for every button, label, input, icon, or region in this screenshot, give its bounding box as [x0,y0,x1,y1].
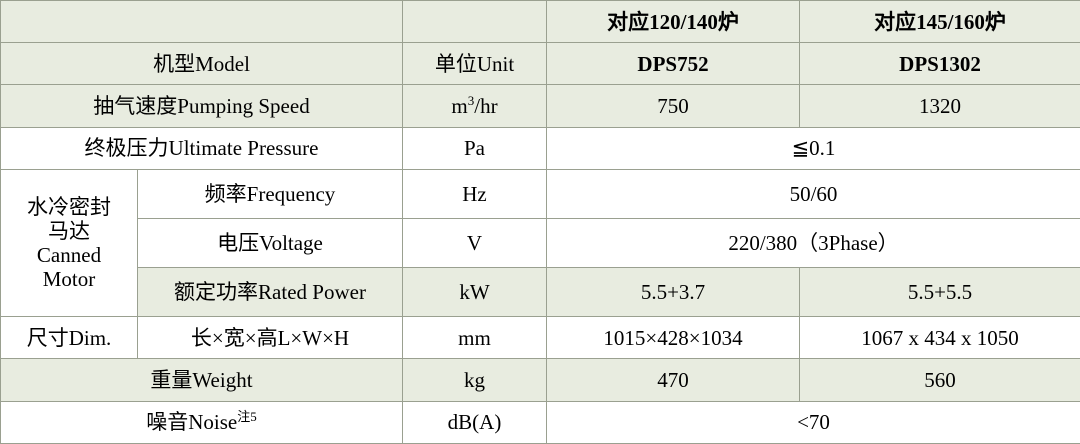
table-row: 终极压力Ultimate Pressure Pa ≦0.1 [0,126,1080,170]
value-frequency: 50/60 [546,168,1080,220]
row-group-label-canned-motor: 水冷密封 马达 Canned Motor [0,168,138,318]
row-label-weight: 重量Weight [0,358,403,402]
row-label-noise-footnote: 注5 [237,409,257,425]
table-row: 水冷密封 马达 Canned Motor 频率Frequency Hz 50/6… [0,168,1080,318]
header-blank-left [0,0,403,44]
table-row: 抽气速度Pumping Speed m3/hr 750 1320 [0,84,1080,128]
row-label-ultimate-pressure: 终极压力Ultimate Pressure [0,126,403,170]
table-row: 额定功率Rated Power kW 5.5+3.7 5.5+5.5 [1,267,1080,318]
unit-m3hr-base: m [451,94,468,119]
row-unit-frequency: Hz [402,168,547,220]
row-unit-ultimate-pressure: Pa [402,126,547,170]
table-row: 机型Model 单位Unit DPS752 DPS1302 [0,42,1080,86]
header-unit-blank [402,0,547,44]
value-noise: <70 [546,400,1080,444]
row-unit-noise: dB(A) [402,400,547,444]
table-row: 重量Weight kg 470 560 [0,358,1080,402]
value-dimension-1302: 1067 x 434 x 1050 [799,316,1080,360]
value-pumping-speed-750: 750 [546,84,800,128]
row-unit-voltage: V [402,217,547,269]
canned-motor-line-1: 水冷密封 [27,194,111,219]
row-label-noise: 噪音Noise注5 [0,400,403,444]
row-unit-pumping-speed: m3/hr [402,84,547,128]
table-row: 电压Voltage V 220/380（3Phase） [1,217,1080,269]
value-weight-470: 470 [546,358,800,402]
header-col-145-160: 对应145/160炉 [799,0,1080,44]
value-dimension-752: 1015×428×1034 [546,316,800,360]
value-rated-power-1302: 5.5+5.5 [799,267,1080,318]
canned-motor-line-2: 马达 [48,218,90,243]
value-weight-560: 560 [799,358,1080,402]
row-label-dimension-left: 尺寸Dim. [0,316,138,360]
row-unit-rated-power: kW [402,267,547,318]
value-rated-power-752: 5.5+3.7 [546,267,800,318]
row-unit-dimension: mm [402,316,547,360]
canned-motor-line-3: Canned [36,243,102,268]
value-model-dps752: DPS752 [546,42,800,86]
unit-m3hr-rest: /hr [474,94,498,119]
row-label-model: 机型Model [0,42,403,86]
row-label-pumping-speed: 抽气速度Pumping Speed [0,84,403,128]
table-header-row: 对应120/140炉 对应145/160炉 [0,0,1080,44]
value-model-dps1302: DPS1302 [799,42,1080,86]
row-unit-weight: kg [402,358,547,402]
row-label-voltage: 电压Voltage [137,217,403,269]
table-row: 尺寸Dim. 长×宽×高L×W×H mm 1015×428×1034 1067 … [0,316,1080,360]
value-voltage: 220/380（3Phase） [546,217,1080,269]
value-pumping-speed-1320: 1320 [799,84,1080,128]
row-label-rated-power: 额定功率Rated Power [137,267,403,318]
row-label-noise-base: 噪音Noise [146,410,238,435]
unit-m3hr-exponent: 3 [467,93,475,109]
row-label-frequency: 频率Frequency [137,168,403,220]
canned-motor-line-4: Motor [42,267,96,292]
row-unit-model: 单位Unit [402,42,547,86]
table-row: 噪音Noise注5 dB(A) <70 [0,400,1080,444]
value-ultimate-pressure: ≦0.1 [546,126,1080,170]
row-label-dimension-lwh: 长×宽×高L×W×H [137,316,403,360]
header-col-120-140: 对应120/140炉 [546,0,800,44]
